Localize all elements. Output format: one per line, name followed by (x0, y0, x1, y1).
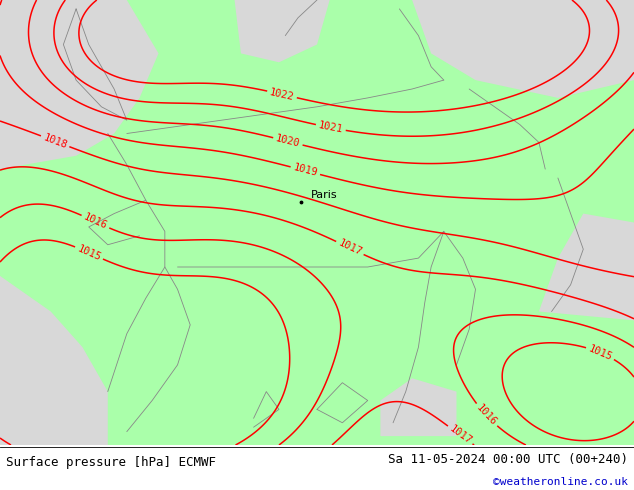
Polygon shape (235, 0, 330, 62)
Text: Paris: Paris (311, 190, 337, 200)
Text: Surface pressure [hPa] ECMWF: Surface pressure [hPa] ECMWF (6, 456, 216, 468)
Polygon shape (0, 0, 158, 169)
Text: ©weatheronline.co.uk: ©weatheronline.co.uk (493, 477, 628, 487)
Polygon shape (539, 214, 634, 320)
Text: 1022: 1022 (269, 87, 295, 102)
Text: Sa 11-05-2024 00:00 UTC (00+240): Sa 11-05-2024 00:00 UTC (00+240) (387, 453, 628, 466)
Polygon shape (0, 276, 108, 445)
Text: 1019: 1019 (292, 163, 319, 179)
Text: 1020: 1020 (275, 133, 301, 149)
Text: 1016: 1016 (474, 403, 498, 428)
Polygon shape (412, 0, 634, 98)
Text: 1017: 1017 (447, 424, 473, 446)
Text: 1015: 1015 (75, 243, 103, 263)
Text: 1018: 1018 (42, 132, 68, 150)
Polygon shape (380, 378, 456, 436)
Text: 1016: 1016 (82, 212, 109, 231)
Text: 1021: 1021 (318, 121, 344, 135)
Text: 1017: 1017 (337, 238, 363, 258)
Text: 1015: 1015 (587, 343, 614, 362)
